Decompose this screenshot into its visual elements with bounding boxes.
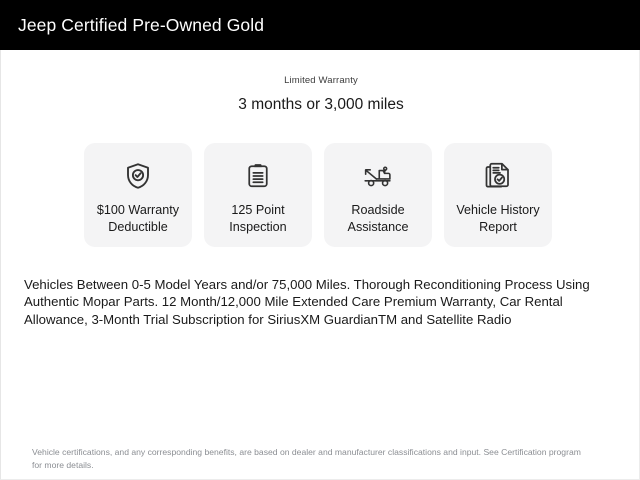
- warranty-label: Limited Warranty: [284, 75, 358, 86]
- page-title: Jeep Certified Pre-Owned Gold: [18, 14, 265, 35]
- warranty-summary: Limited Warranty 3 months or 3,000 miles: [1, 74, 640, 115]
- clipboard-lines-icon: [241, 159, 275, 193]
- feature-card-label: 125 Point Inspection: [229, 203, 287, 234]
- feature-card-label: Roadside Assistance: [347, 203, 409, 234]
- tow-truck-icon: [361, 159, 395, 193]
- feature-card-label: Vehicle History Report: [456, 203, 540, 234]
- feature-card-list: $100 Warranty Deductible 125 Point Inspe…: [84, 143, 560, 247]
- feature-card-warranty-deductible[interactable]: $100 Warranty Deductible: [84, 143, 192, 247]
- feature-card-vehicle-history-report[interactable]: Vehicle History Report: [444, 143, 552, 247]
- feature-card-roadside-assistance[interactable]: Roadside Assistance: [324, 143, 432, 247]
- documents-check-icon: [481, 159, 515, 193]
- feature-card-point-inspection[interactable]: 125 Point Inspection: [204, 143, 312, 247]
- page-header: Jeep Certified Pre-Owned Gold: [0, 0, 640, 50]
- program-description: Vehicles Between 0-5 Model Years and/or …: [24, 277, 590, 327]
- shield-check-icon: [121, 159, 155, 193]
- certification-disclaimer: Vehicle certifications, and any correspo…: [32, 447, 581, 470]
- feature-card-label: $100 Warranty Deductible: [96, 203, 180, 234]
- warranty-value: 3 months or 3,000 miles: [238, 96, 404, 113]
